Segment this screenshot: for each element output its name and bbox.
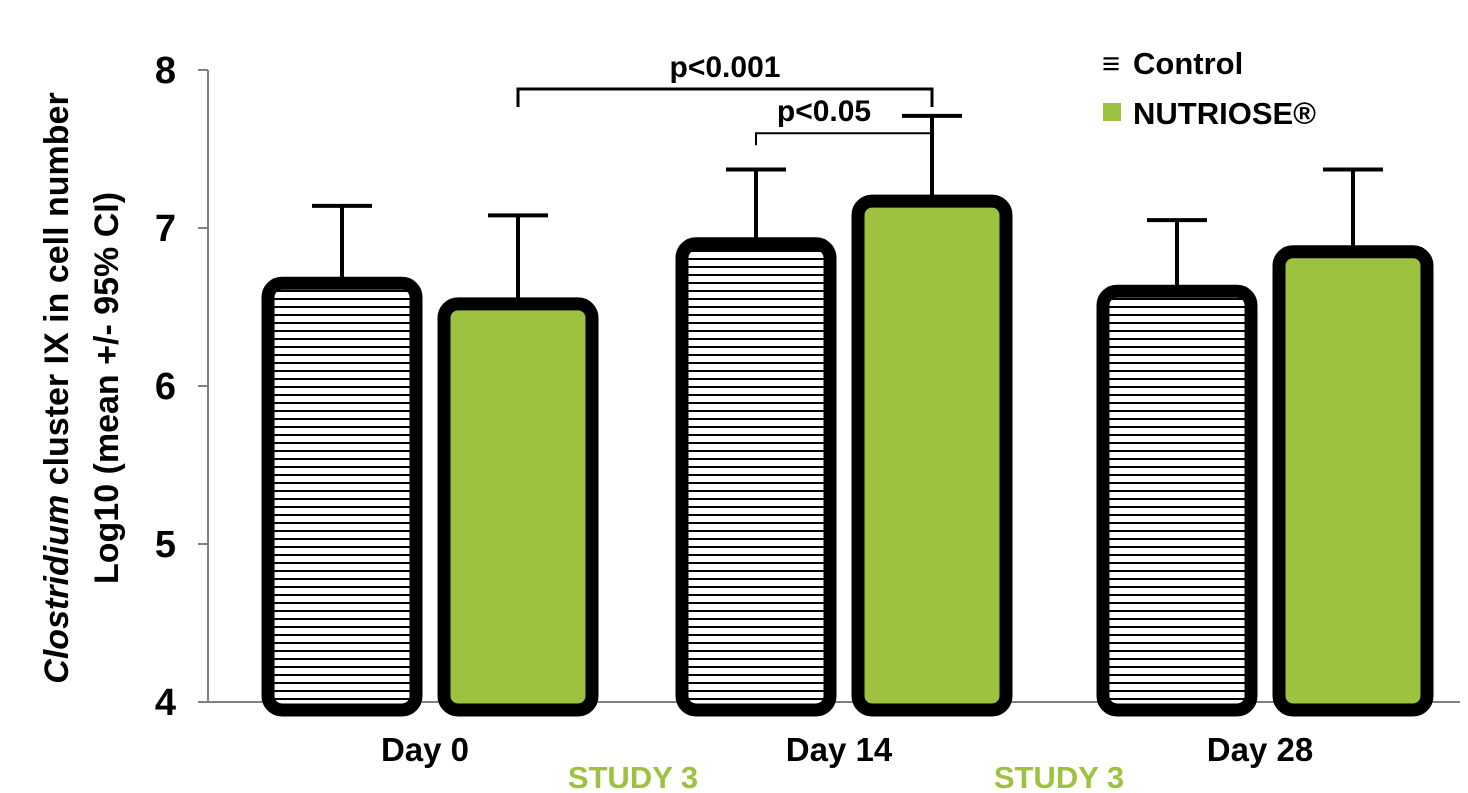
bar-control-2 xyxy=(1096,284,1258,717)
significance-bracket-1 xyxy=(755,132,932,146)
y-tick-label-4: 4 xyxy=(155,682,176,724)
y-axis-label-italic: Clostridium xyxy=(38,495,76,684)
svg-text:Clostridium cluster IX in cell: Clostridium cluster IX in cell number xyxy=(38,92,76,683)
y-axis-label: Clostridium cluster IX in cell number Lo… xyxy=(38,92,126,683)
y-tick-label-7: 7 xyxy=(155,208,176,250)
bar-control-1 xyxy=(675,237,837,717)
y-axis-label-line2: Log10 (mean +/- 95% CI) xyxy=(88,192,126,584)
x-tick-label-2: Day 28 xyxy=(1207,731,1313,768)
significance-label-1: p<0.05 xyxy=(777,95,871,128)
y-tick-label-6: 6 xyxy=(155,366,176,408)
significance-label-0: p<0.001 xyxy=(670,51,781,84)
bar-nutriose-0 xyxy=(437,297,599,717)
bar-nutriose-2 xyxy=(1272,245,1434,717)
study-label-2: STUDY 3 xyxy=(994,760,1124,793)
legend: ≡ Control NUTRIOSE® xyxy=(1102,46,1316,131)
x-tick-label-1: Day 14 xyxy=(786,731,893,768)
bar-nutriose-1 xyxy=(851,194,1013,717)
x-tick-label-0: Day 0 xyxy=(381,731,469,768)
y-tick-label-5: 5 xyxy=(155,524,176,566)
y-axis-label-rest: cluster IX in cell number xyxy=(38,92,76,494)
legend-control-symbol: ≡ xyxy=(1102,46,1120,81)
legend-nutriose-label: NUTRIOSE® xyxy=(1133,96,1316,131)
bar-control-0 xyxy=(261,276,423,717)
legend-nutriose-swatch xyxy=(1103,103,1121,121)
legend-control-label: Control xyxy=(1133,46,1243,81)
study-label-1: STUDY 3 xyxy=(568,760,698,793)
y-tick-label-8: 8 xyxy=(155,50,176,92)
significance-bracket-0 xyxy=(516,87,934,107)
